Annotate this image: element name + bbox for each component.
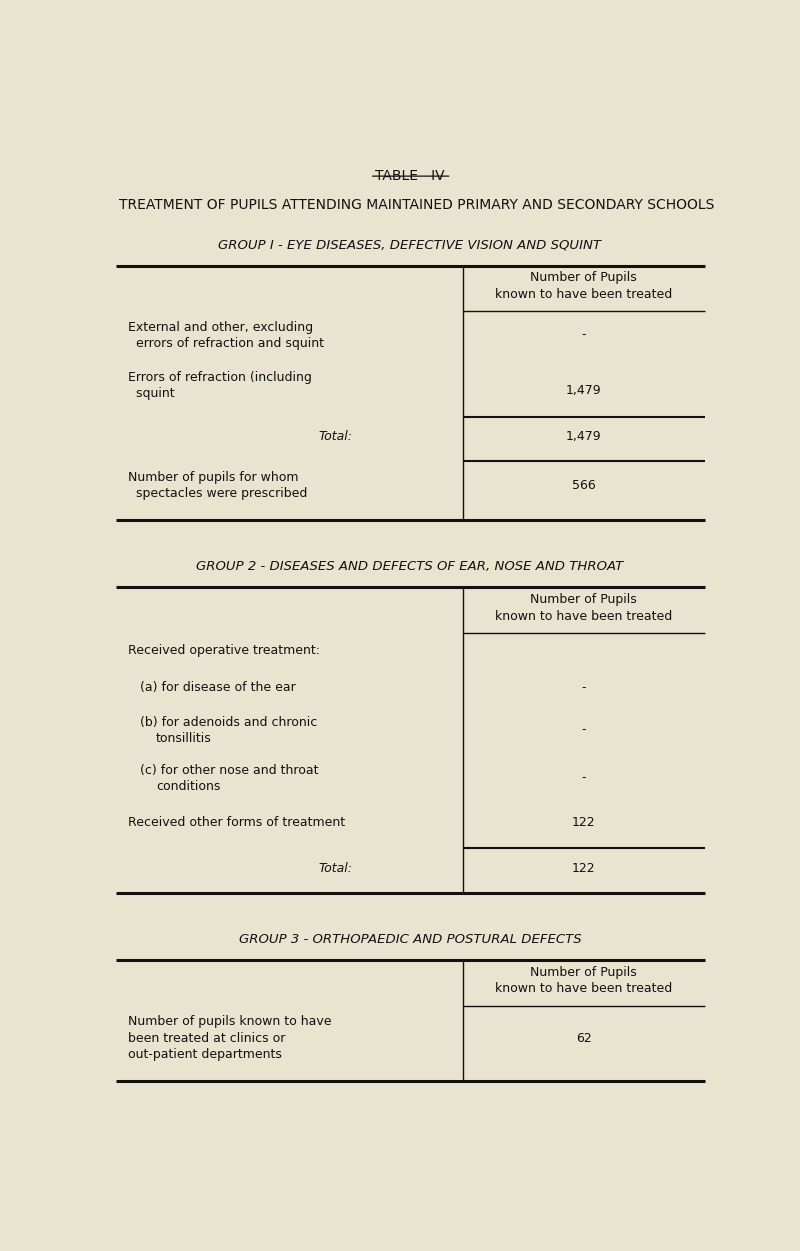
Text: -: - [582, 681, 586, 694]
Text: 122: 122 [572, 862, 595, 874]
Text: errors of refraction and squint: errors of refraction and squint [128, 337, 324, 350]
Text: spectacles were prescribed: spectacles were prescribed [128, 488, 307, 500]
Text: (b) for adenoids and chronic: (b) for adenoids and chronic [140, 716, 318, 728]
Text: out-patient departments: out-patient departments [128, 1048, 282, 1061]
Text: Received other forms of treatment: Received other forms of treatment [128, 816, 345, 828]
Text: -: - [582, 723, 586, 737]
Text: TABLE   IV: TABLE IV [375, 169, 445, 184]
Text: TREATMENT OF PUPILS ATTENDING MAINTAINED PRIMARY AND SECONDARY SCHOOLS: TREATMENT OF PUPILS ATTENDING MAINTAINED… [118, 198, 714, 213]
Text: (a) for disease of the ear: (a) for disease of the ear [140, 681, 296, 694]
Text: Number of Pupils: Number of Pupils [530, 593, 637, 607]
Text: conditions: conditions [156, 781, 220, 793]
Text: 1,479: 1,479 [566, 384, 602, 398]
Text: GROUP 3 - ORTHOPAEDIC AND POSTURAL DEFECTS: GROUP 3 - ORTHOPAEDIC AND POSTURAL DEFEC… [238, 933, 582, 946]
Text: 566: 566 [572, 479, 595, 492]
Text: known to have been treated: known to have been treated [495, 609, 672, 623]
Text: GROUP I - EYE DISEASES, DEFECTIVE VISION AND SQUINT: GROUP I - EYE DISEASES, DEFECTIVE VISION… [218, 239, 602, 251]
Text: GROUP 2 - DISEASES AND DEFECTS OF EAR, NOSE AND THROAT: GROUP 2 - DISEASES AND DEFECTS OF EAR, N… [196, 560, 624, 573]
Text: 122: 122 [572, 816, 595, 828]
Text: known to have been treated: known to have been treated [495, 982, 672, 996]
Text: -: - [582, 328, 586, 342]
Text: Number of Pupils: Number of Pupils [530, 966, 637, 980]
Text: been treated at clinics or: been treated at clinics or [128, 1032, 286, 1045]
Text: Number of pupils known to have: Number of pupils known to have [128, 1015, 331, 1028]
Text: squint: squint [128, 387, 174, 400]
Text: 62: 62 [576, 1032, 591, 1045]
Text: Received operative treatment:: Received operative treatment: [128, 644, 320, 657]
Text: Errors of refraction (including: Errors of refraction (including [128, 370, 312, 384]
Text: -: - [582, 772, 586, 784]
Text: Total:: Total: [318, 430, 353, 443]
Text: (c) for other nose and throat: (c) for other nose and throat [140, 763, 318, 777]
Text: Total:: Total: [318, 862, 353, 874]
Text: known to have been treated: known to have been treated [495, 288, 672, 301]
Text: tonsillitis: tonsillitis [156, 732, 211, 744]
Text: Number of Pupils: Number of Pupils [530, 271, 637, 284]
Text: External and other, excluding: External and other, excluding [128, 320, 313, 334]
Text: 1,479: 1,479 [566, 430, 602, 443]
Text: Number of pupils for whom: Number of pupils for whom [128, 470, 298, 484]
